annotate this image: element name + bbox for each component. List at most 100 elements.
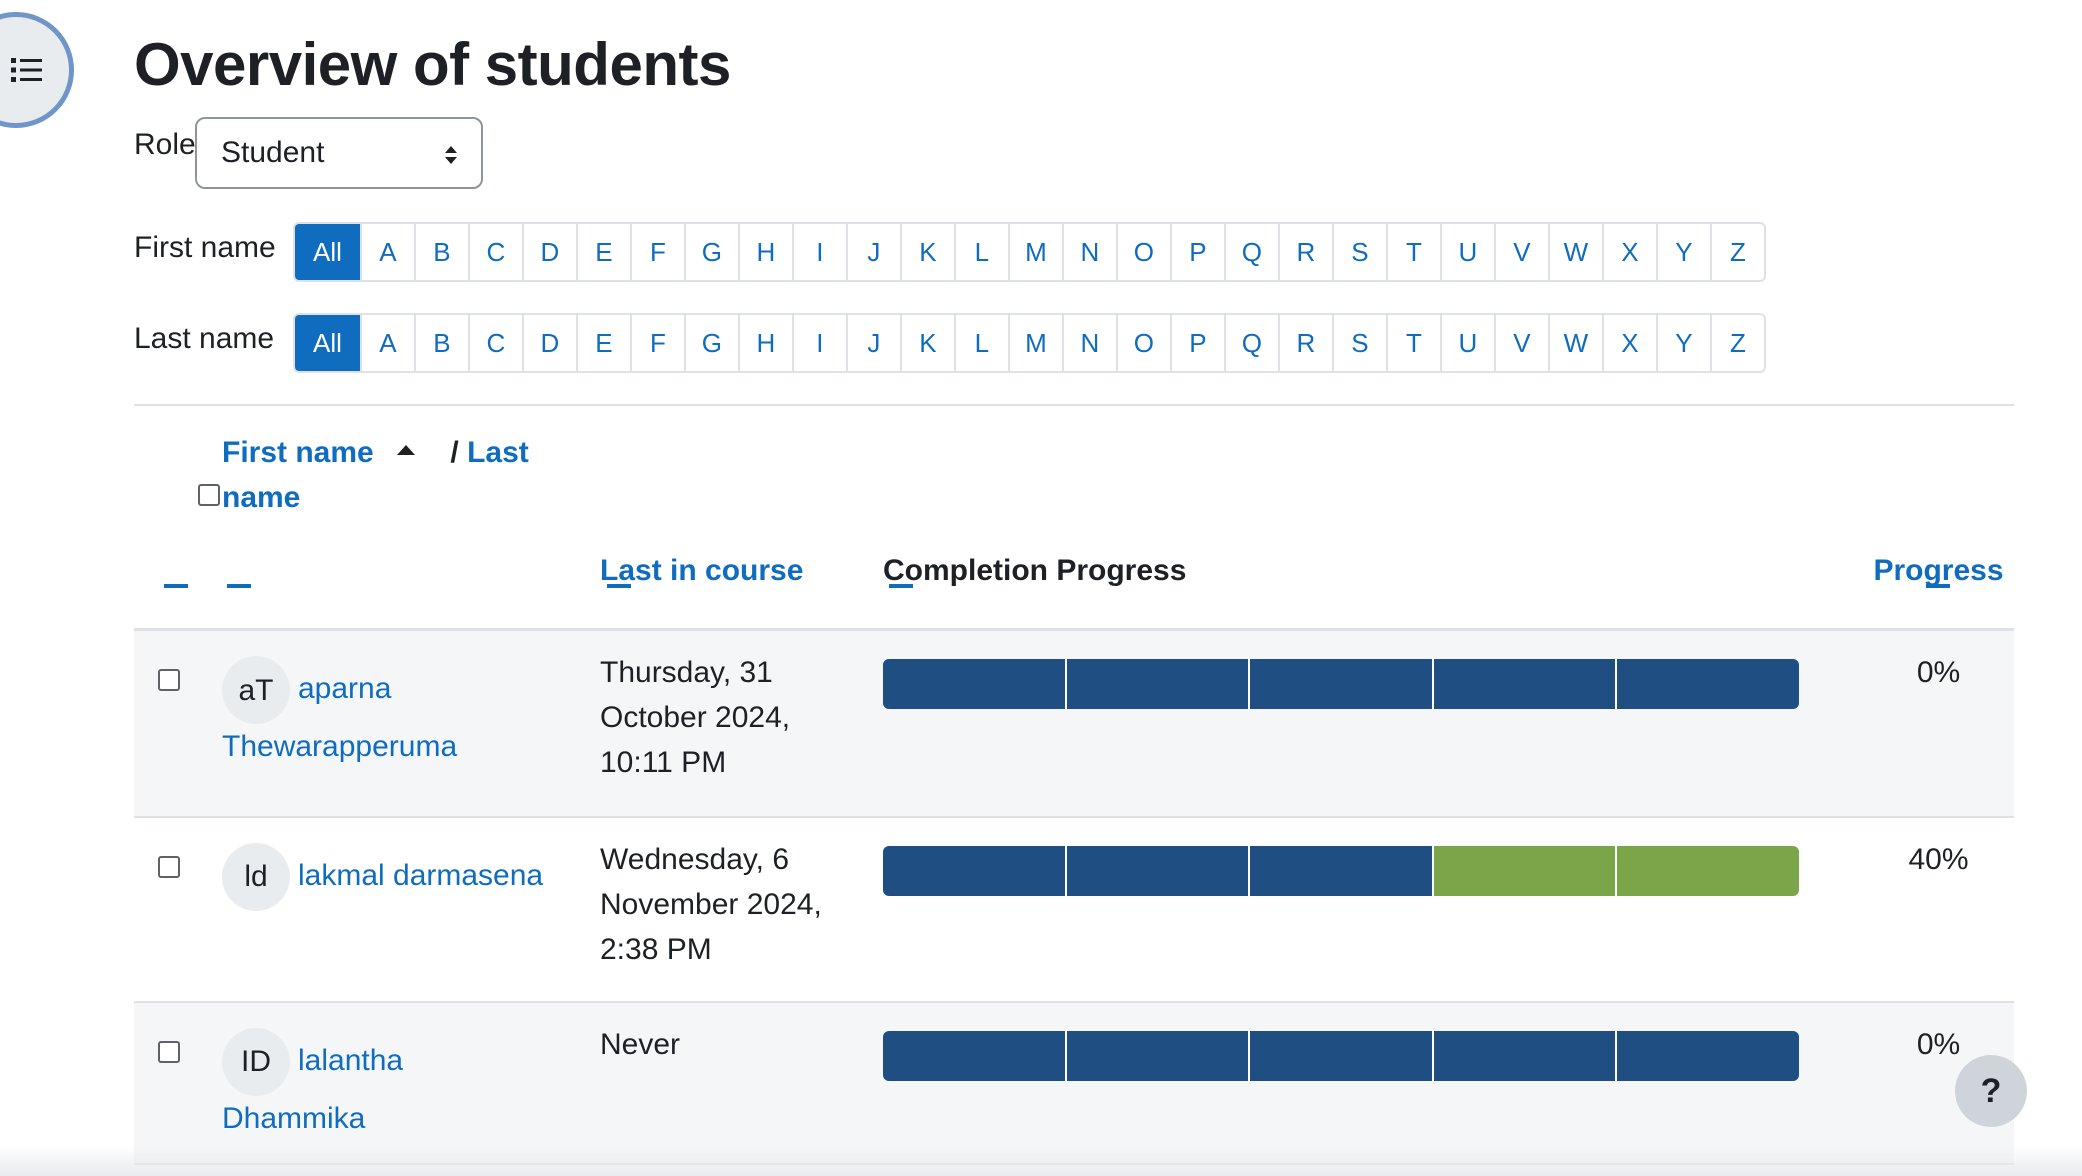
last-name-filter-r[interactable]: R [1277, 315, 1332, 371]
last-name-filter-a[interactable]: A [359, 315, 414, 371]
row-select-checkbox[interactable] [158, 669, 180, 691]
activity-incomplete-segment[interactable] [883, 845, 1065, 896]
sort-first-name-link[interactable]: First name [222, 436, 374, 469]
activity-incomplete-segment[interactable] [1248, 1030, 1432, 1081]
row-select-checkbox[interactable] [158, 1040, 180, 1063]
first-name-filter-z[interactable]: Z [1709, 224, 1764, 280]
last-name-filter-c[interactable]: C [467, 315, 522, 371]
last-name-filter-z[interactable]: Z [1709, 315, 1764, 371]
course-index-toggle[interactable] [0, 12, 74, 128]
activity-incomplete-segment[interactable] [1064, 845, 1249, 896]
collapse-column-icon[interactable] [227, 584, 251, 588]
first-name-filter-x[interactable]: X [1601, 224, 1656, 280]
first-name-filter-l[interactable]: L [953, 224, 1008, 280]
activity-incomplete-segment[interactable] [1248, 659, 1432, 709]
first-name-filter-e[interactable]: E [575, 224, 630, 280]
first-name-filter-i[interactable]: I [791, 224, 846, 280]
first-name-filter-v[interactable]: V [1493, 224, 1548, 280]
activity-incomplete-segment[interactable] [1064, 1030, 1249, 1081]
last-name-filter-d[interactable]: D [521, 315, 576, 371]
first-name-filter-n[interactable]: N [1061, 224, 1116, 280]
student-first-name-link[interactable]: lakmal darmasena [298, 858, 544, 892]
student-last-name-link[interactable]: Dhammika [222, 1101, 366, 1135]
first-name-filter-a[interactable]: A [359, 224, 414, 280]
avatar[interactable]: aT [222, 656, 290, 724]
student-name-cell: ID lalantha Dhammika [222, 1001, 600, 1165]
select-all-checkbox[interactable] [198, 484, 220, 506]
first-name-filter-b[interactable]: B [413, 224, 468, 280]
first-name-filter-g[interactable]: G [683, 224, 738, 280]
last-name-filter-v[interactable]: V [1493, 315, 1548, 371]
last-name-filter-o[interactable]: O [1115, 315, 1170, 371]
first-name-filter-m[interactable]: M [1007, 224, 1062, 280]
last-name-filter-e[interactable]: E [575, 315, 630, 371]
last-name-filter-q[interactable]: Q [1223, 315, 1278, 371]
activity-incomplete-segment[interactable] [1064, 659, 1249, 709]
last-name-filter-w[interactable]: W [1547, 315, 1602, 371]
activity-incomplete-segment[interactable] [883, 659, 1065, 709]
select-caret-icon [445, 146, 457, 164]
avatar[interactable]: ID [222, 1027, 290, 1096]
avatar[interactable]: ld [222, 842, 290, 911]
first-name-filter-j[interactable]: J [845, 224, 900, 280]
last-name-filter-p[interactable]: P [1169, 315, 1224, 371]
collapse-column-icon[interactable] [1926, 584, 1950, 588]
sort-last-name-link[interactable]: Last [467, 436, 529, 469]
student-first-name-link[interactable]: aparna [298, 671, 392, 705]
activity-incomplete-segment[interactable] [1248, 845, 1432, 896]
first-name-filter-c[interactable]: C [467, 224, 522, 280]
activity-complete-segment[interactable] [1615, 845, 1799, 896]
first-name-filter-o[interactable]: O [1115, 224, 1170, 280]
last-name-filter-k[interactable]: K [899, 315, 954, 371]
sort-progress-link[interactable]: Progress [1873, 554, 2004, 587]
last-name-filter-f[interactable]: F [629, 315, 684, 371]
student-first-name-link[interactable]: lalantha [298, 1043, 404, 1077]
activity-incomplete-segment[interactable] [1431, 1030, 1616, 1081]
last-access-line: Never [600, 1027, 681, 1061]
first-name-filter-k[interactable]: K [899, 224, 954, 280]
row-select-checkbox[interactable] [158, 855, 180, 878]
activity-incomplete-segment[interactable] [1615, 659, 1799, 709]
last-name-filter-j[interactable]: J [845, 315, 900, 371]
last-name-filter-b[interactable]: B [413, 315, 468, 371]
role-select[interactable]: Student [195, 117, 483, 189]
first-name-filter-t[interactable]: T [1385, 224, 1440, 280]
student-last-name-link[interactable]: Thewarapperuma [222, 730, 458, 763]
first-name-filter-p[interactable]: P [1169, 224, 1224, 280]
help-button[interactable]: ? [1955, 1055, 2027, 1127]
first-name-filter-s[interactable]: S [1331, 224, 1386, 280]
last-name-filter-x[interactable]: X [1601, 315, 1656, 371]
last-name-filter-n[interactable]: N [1061, 315, 1116, 371]
first-name-filter-f[interactable]: F [629, 224, 684, 280]
last-name-filter-m[interactable]: M [1007, 315, 1062, 371]
last-name-filter-h[interactable]: H [737, 315, 792, 371]
last-name-filter-all[interactable]: All [295, 315, 360, 371]
first-name-filter-all[interactable]: All [295, 224, 360, 280]
last-name-filter-y[interactable]: Y [1655, 315, 1710, 371]
activity-incomplete-segment[interactable] [1431, 659, 1616, 709]
last-name-filter-l[interactable]: L [953, 315, 1008, 371]
activity-complete-segment[interactable] [1431, 845, 1616, 896]
first-name-filter-y[interactable]: Y [1655, 224, 1710, 280]
first-name-filter-h[interactable]: H [737, 224, 792, 280]
last-name-filter-t[interactable]: T [1385, 315, 1440, 371]
collapse-column-icon[interactable] [889, 584, 913, 588]
last-name-filter-i[interactable]: I [791, 315, 846, 371]
progress-percent: 0% [1916, 1027, 1961, 1061]
last-name-filter-s[interactable]: S [1331, 315, 1386, 371]
first-name-filter-r[interactable]: R [1277, 224, 1332, 280]
first-name-filter-u[interactable]: U [1439, 224, 1494, 280]
table-row: aT aparna Thewarapperuma Thursday, 31 Octobe… [134, 629, 2014, 818]
last-access-line: Thursday, 31 [600, 656, 773, 689]
sort-last-in-course-link[interactable]: Last in course [600, 554, 804, 587]
first-name-filter-d[interactable]: D [521, 224, 576, 280]
collapse-column-icon[interactable] [164, 584, 188, 588]
sort-last-name-link-rest[interactable]: name [222, 481, 301, 514]
first-name-filter-q[interactable]: Q [1223, 224, 1278, 280]
activity-incomplete-segment[interactable] [1615, 1030, 1799, 1081]
collapse-column-icon[interactable] [607, 584, 631, 588]
first-name-filter-w[interactable]: W [1547, 224, 1602, 280]
last-name-filter-g[interactable]: G [683, 315, 738, 371]
last-name-filter-u[interactable]: U [1439, 315, 1494, 371]
activity-incomplete-segment[interactable] [883, 1030, 1065, 1081]
